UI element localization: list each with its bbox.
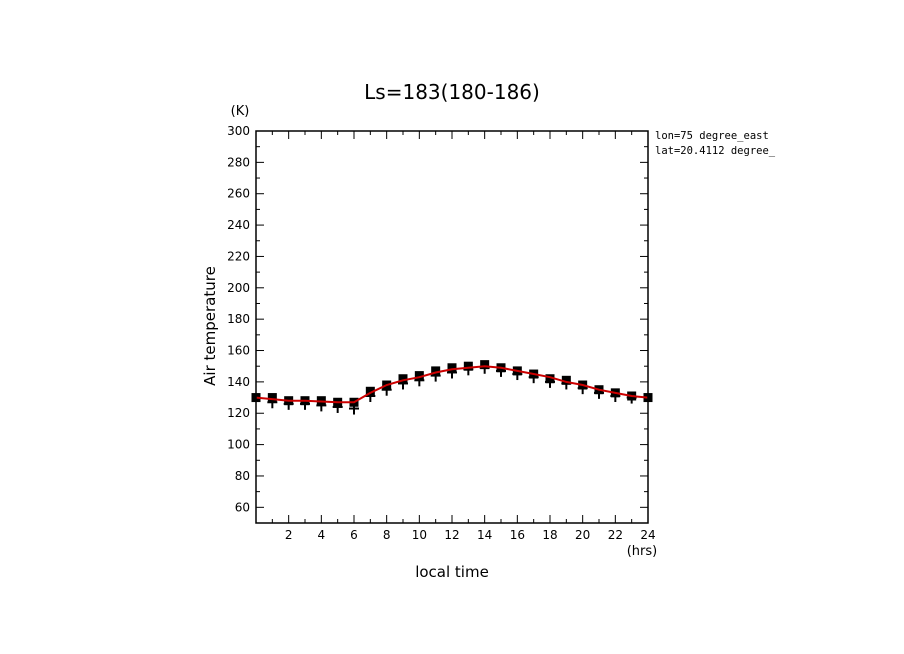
- x-tick-label: 2: [285, 528, 293, 542]
- plus-marker: [479, 361, 490, 374]
- y-axis-title: Air temperature: [201, 266, 219, 386]
- y-tick-label: 200: [227, 281, 250, 295]
- y-tick-label: 280: [227, 155, 250, 169]
- y-tick-label: 100: [227, 438, 250, 452]
- x-tick-label: 8: [383, 528, 391, 542]
- y-tick-label: 220: [227, 249, 250, 263]
- plus-marker: [349, 402, 359, 415]
- chart-title: Ls=183(180-186): [364, 80, 540, 104]
- annotation-lon: lon=75 degree_east: [655, 130, 769, 142]
- x-tick-label: 24: [640, 528, 655, 542]
- mean-line: [255, 365, 649, 404]
- x-tick-label: 4: [318, 528, 326, 542]
- x-tick-label: 14: [477, 528, 492, 542]
- x-tick-label: 22: [608, 528, 623, 542]
- y-tick-label: 300: [227, 124, 250, 138]
- y-tick-label: 160: [227, 344, 250, 358]
- x-tick-label: 18: [542, 528, 557, 542]
- x-unit-label: (hrs): [627, 544, 658, 559]
- y-tick-label: 80: [235, 469, 250, 483]
- x-tick-label: 16: [510, 528, 525, 542]
- x-tick-label: 12: [444, 528, 459, 542]
- x-tick-label: 20: [575, 528, 590, 542]
- x-axis-title: local time: [415, 563, 489, 581]
- plot-marks: [251, 360, 653, 415]
- y-tick-label: 240: [227, 218, 250, 232]
- x-tick-label: 10: [412, 528, 427, 542]
- y-tick-label: 120: [227, 406, 250, 420]
- plot-frame: [255, 130, 649, 524]
- y-tick-label: 180: [227, 312, 250, 326]
- y-unit-label: (K): [231, 104, 250, 119]
- y-tick-label: 140: [227, 375, 250, 389]
- y-tick-label: 60: [235, 500, 250, 514]
- axis-ticks: 2 4 6 8 10 12 14 16 18 20 22 2460801001201401601802…: [227, 124, 656, 542]
- y-tick-label: 260: [227, 187, 250, 201]
- annotation-lat: lat=20.4112 degree_: [655, 145, 776, 157]
- x-tick-label: 6: [350, 528, 358, 542]
- plus-marker: [626, 391, 637, 404]
- plus-marker: [463, 363, 474, 376]
